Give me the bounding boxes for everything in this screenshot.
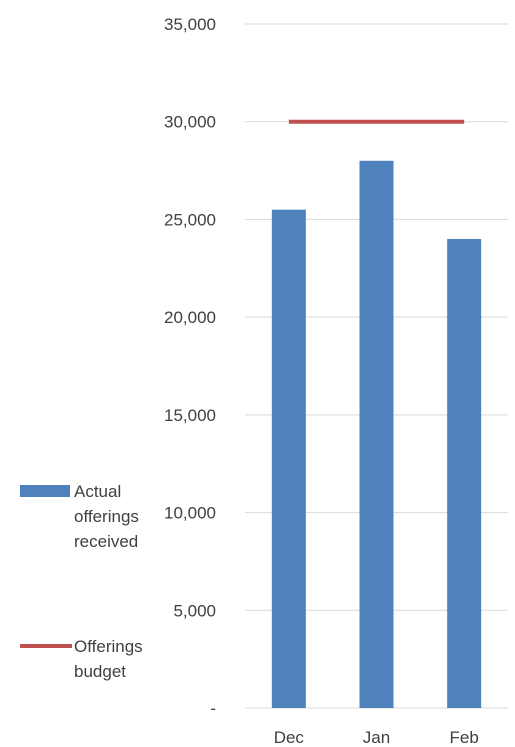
y-tick-label: 5,000 [173,601,216,620]
x-tick-label: Jan [363,728,390,747]
bar-dec [271,209,306,708]
legend-swatch-bar [20,485,70,497]
y-tick-label: 30,000 [164,113,216,132]
y-tick-label: 25,000 [164,210,216,229]
legend-label: Actual [74,482,121,501]
legend-label: Offerings [74,637,143,656]
bar-jan [359,160,394,709]
y-tick-label: - [210,699,216,718]
y-tick-label: 15,000 [164,406,216,425]
legend-label: offerings [74,507,139,526]
y-tick-label: 10,000 [164,504,216,523]
legend-label: received [74,532,138,551]
legend-label: budget [74,662,126,681]
bar-feb [447,238,482,708]
x-tick-label: Dec [274,728,305,747]
y-tick-label: 20,000 [164,308,216,327]
x-tick-label: Feb [450,728,479,747]
y-tick-label: 35,000 [164,15,216,34]
